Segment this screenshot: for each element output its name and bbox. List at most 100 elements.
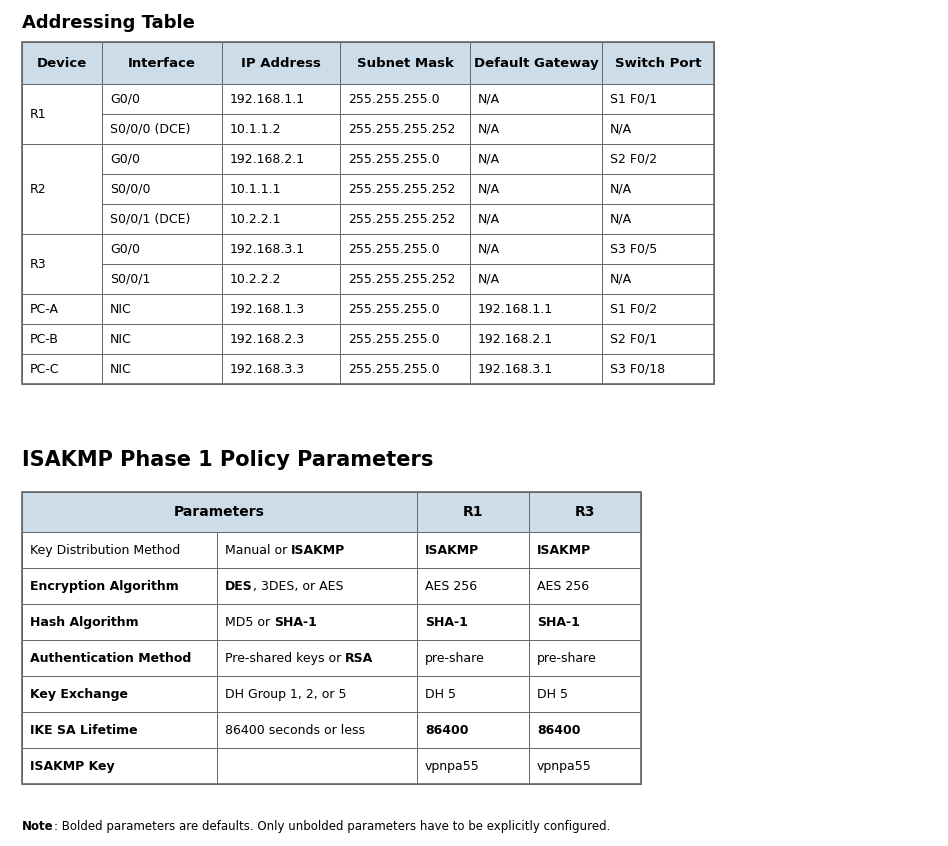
Bar <box>340 324 470 354</box>
Bar <box>22 42 714 384</box>
Bar <box>22 568 217 604</box>
Text: S0/0/1: S0/0/1 <box>110 272 151 285</box>
Bar <box>222 264 340 294</box>
Bar <box>529 568 641 604</box>
Bar <box>22 234 102 294</box>
Text: IKE SA Lifetime: IKE SA Lifetime <box>30 723 137 737</box>
Bar <box>217 676 417 712</box>
Bar <box>417 676 529 712</box>
Text: Parameters: Parameters <box>174 505 264 519</box>
Text: DH 5: DH 5 <box>425 688 456 700</box>
Bar <box>602 114 714 144</box>
Text: S2 F0/2: S2 F0/2 <box>610 152 657 166</box>
Text: N/A: N/A <box>610 272 632 285</box>
Text: 255.255.255.252: 255.255.255.252 <box>348 183 455 195</box>
Text: NIC: NIC <box>110 362 132 376</box>
Text: 192.168.2.1: 192.168.2.1 <box>478 332 553 345</box>
Text: 10.1.1.1: 10.1.1.1 <box>230 183 282 195</box>
Bar <box>222 42 340 84</box>
Text: Pre-shared keys or: Pre-shared keys or <box>225 651 345 664</box>
Bar <box>340 174 470 204</box>
Text: SHA-1: SHA-1 <box>425 616 468 629</box>
Text: Switch Port: Switch Port <box>614 57 702 69</box>
Bar <box>417 568 529 604</box>
Text: N/A: N/A <box>478 123 501 135</box>
Bar <box>22 354 102 384</box>
Bar <box>102 204 222 234</box>
Bar <box>470 114 602 144</box>
Text: Hash Algorithm: Hash Algorithm <box>30 616 138 629</box>
Bar <box>470 42 602 84</box>
Text: S0/0/0 (DCE): S0/0/0 (DCE) <box>110 123 191 135</box>
Bar <box>470 234 602 264</box>
Text: S3 F0/18: S3 F0/18 <box>610 362 665 376</box>
Text: 192.168.1.1: 192.168.1.1 <box>478 303 553 316</box>
Bar <box>602 84 714 114</box>
Bar <box>602 204 714 234</box>
Bar <box>529 532 641 568</box>
Bar <box>22 532 217 568</box>
Text: ISAKMP: ISAKMP <box>291 543 345 557</box>
Text: 192.168.2.1: 192.168.2.1 <box>230 152 305 166</box>
Bar <box>22 42 102 84</box>
Bar <box>602 234 714 264</box>
Text: 255.255.255.0: 255.255.255.0 <box>348 362 440 376</box>
Bar <box>602 324 714 354</box>
Bar <box>417 492 529 532</box>
Text: ISAKMP: ISAKMP <box>537 543 592 557</box>
Text: 10.2.2.1: 10.2.2.1 <box>230 212 282 226</box>
Text: G0/0: G0/0 <box>110 92 140 106</box>
Text: ISAKMP Phase 1 Policy Parameters: ISAKMP Phase 1 Policy Parameters <box>22 450 433 470</box>
Bar <box>217 640 417 676</box>
Text: Key Distribution Method: Key Distribution Method <box>30 543 180 557</box>
Bar <box>529 640 641 676</box>
Text: 86400 seconds or less: 86400 seconds or less <box>225 723 365 737</box>
Bar <box>217 748 417 784</box>
Bar <box>222 234 340 264</box>
Bar <box>217 532 417 568</box>
Text: MD5 or: MD5 or <box>225 616 274 629</box>
Text: N/A: N/A <box>478 183 501 195</box>
Text: S3 F0/5: S3 F0/5 <box>610 243 657 255</box>
Bar <box>602 42 714 84</box>
Bar <box>102 174 222 204</box>
Bar <box>417 748 529 784</box>
Text: pre-share: pre-share <box>425 651 484 664</box>
Text: ISAKMP: ISAKMP <box>425 543 480 557</box>
Text: 255.255.255.0: 255.255.255.0 <box>348 332 440 345</box>
Text: R3: R3 <box>30 257 46 271</box>
Bar <box>102 114 222 144</box>
Text: 255.255.255.0: 255.255.255.0 <box>348 243 440 255</box>
Text: 192.168.3.1: 192.168.3.1 <box>230 243 305 255</box>
Text: N/A: N/A <box>478 212 501 226</box>
Text: S0/0/1 (DCE): S0/0/1 (DCE) <box>110 212 191 226</box>
Bar <box>222 354 340 384</box>
Text: 10.1.1.2: 10.1.1.2 <box>230 123 282 135</box>
Bar <box>470 354 602 384</box>
Text: R1: R1 <box>463 505 483 519</box>
Bar <box>22 492 417 532</box>
Bar <box>102 354 222 384</box>
Text: N/A: N/A <box>610 123 632 135</box>
Text: Interface: Interface <box>128 57 196 69</box>
Bar <box>340 294 470 324</box>
Bar <box>340 144 470 174</box>
Bar <box>602 294 714 324</box>
Bar <box>602 264 714 294</box>
Text: G0/0: G0/0 <box>110 152 140 166</box>
Text: : Bolded parameters are defaults. Only unbolded parameters have to be explicitly: : Bolded parameters are defaults. Only u… <box>54 820 610 833</box>
Text: 255.255.255.252: 255.255.255.252 <box>348 123 455 135</box>
Text: N/A: N/A <box>478 152 501 166</box>
Bar <box>22 604 217 640</box>
Bar <box>102 42 222 84</box>
Text: Manual or: Manual or <box>225 543 291 557</box>
Bar <box>22 492 641 784</box>
Bar <box>102 84 222 114</box>
Text: 192.168.2.3: 192.168.2.3 <box>230 332 305 345</box>
Text: IP Address: IP Address <box>241 57 321 69</box>
Text: PC-C: PC-C <box>30 362 60 376</box>
Text: DH 5: DH 5 <box>537 688 568 700</box>
Bar <box>340 234 470 264</box>
Bar <box>222 114 340 144</box>
Bar <box>470 174 602 204</box>
